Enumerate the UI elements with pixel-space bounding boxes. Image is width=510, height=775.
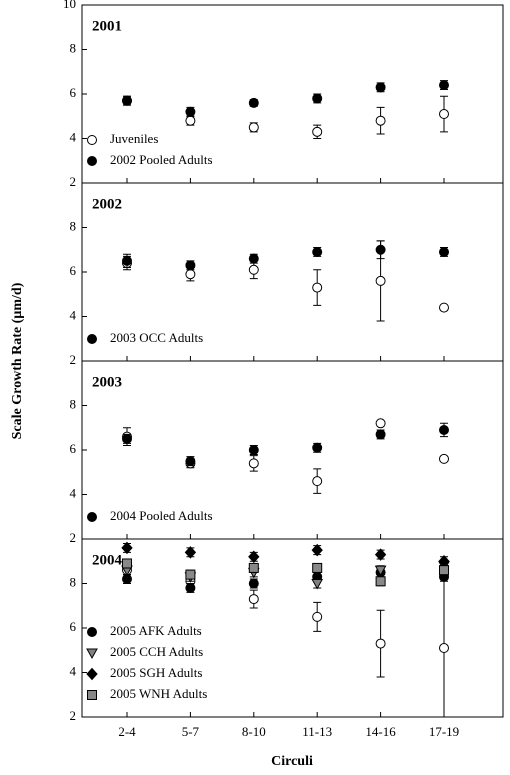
- marker: [185, 115, 196, 126]
- marker: [375, 275, 386, 286]
- x-tick-label: 8-10: [242, 724, 266, 739]
- marker: [185, 456, 196, 467]
- marker: [312, 442, 323, 453]
- y-tick-label: 4: [70, 307, 77, 322]
- y-tick-label: 6: [70, 441, 77, 456]
- marker: [439, 643, 449, 654]
- legend-marker: [87, 156, 97, 166]
- marker: [248, 550, 260, 564]
- marker: [248, 578, 259, 589]
- marker: [439, 246, 449, 257]
- marker: [248, 264, 259, 275]
- marker: [439, 302, 449, 313]
- y-tick-label: 4: [70, 485, 77, 500]
- marker: [311, 579, 324, 590]
- y-tick-label: 8: [70, 218, 77, 233]
- y-tick-label: 6: [70, 263, 77, 278]
- marker: [439, 80, 449, 91]
- y-tick-label: 2: [70, 708, 77, 723]
- legend-marker: [87, 334, 97, 344]
- marker: [248, 253, 259, 264]
- y-tick-label: 2: [70, 352, 77, 367]
- panel-title: 2002: [92, 196, 122, 212]
- legend-label: 2005 CCH Adults: [110, 644, 203, 659]
- marker: [185, 569, 196, 580]
- marker: [121, 541, 133, 555]
- legend-label: 2002 Pooled Adults: [110, 152, 213, 167]
- y-tick-label: 8: [70, 574, 77, 589]
- marker: [185, 260, 196, 271]
- marker: [374, 565, 387, 577]
- panel-title: 2004: [92, 552, 123, 568]
- marker: [312, 126, 323, 137]
- x-tick-label: 11-13: [302, 724, 332, 739]
- y-tick-label: 8: [70, 40, 77, 55]
- marker: [375, 244, 386, 255]
- legend-label: Juveniles: [110, 131, 158, 146]
- legend-label: 2005 WNH Adults: [110, 686, 207, 701]
- y-tick-label: 4: [70, 663, 77, 678]
- marker: [248, 122, 259, 133]
- marker: [122, 433, 132, 444]
- marker: [439, 424, 449, 435]
- legend-label: 2005 SGH Adults: [110, 665, 202, 680]
- marker: [375, 82, 386, 93]
- marker: [312, 562, 323, 573]
- marker: [375, 429, 386, 440]
- marker: [312, 246, 323, 257]
- marker: [185, 106, 196, 117]
- marker: [439, 453, 449, 464]
- marker: [375, 115, 386, 126]
- y-tick-label: 2: [70, 174, 77, 189]
- marker: [248, 562, 259, 573]
- legend-marker: [87, 690, 97, 700]
- legend-label: 2005 AFK Adults: [110, 623, 202, 638]
- panel-title: 2001: [92, 18, 122, 34]
- y-tick-label: 8: [70, 396, 77, 411]
- marker: [312, 611, 323, 622]
- marker: [185, 582, 196, 593]
- marker: [312, 93, 323, 104]
- y-tick-label: 10: [63, 0, 76, 11]
- x-axis-label: Circuli: [271, 754, 313, 769]
- x-tick-label: 2-4: [118, 724, 136, 739]
- marker: [439, 109, 449, 120]
- marker: [248, 458, 259, 469]
- legend-label: 2004 Pooled Adults: [110, 508, 213, 523]
- marker: [122, 95, 132, 106]
- legend-marker: [87, 512, 97, 522]
- y-axis-label: Scale Growth Rate (µm/d): [10, 282, 25, 439]
- x-tick-label: 5-7: [182, 724, 200, 739]
- legend-label: 2003 OCC Adults: [110, 330, 203, 345]
- marker: [248, 594, 259, 605]
- y-tick-label: 6: [70, 85, 77, 100]
- marker: [184, 546, 197, 559]
- marker: [122, 558, 132, 569]
- marker: [248, 445, 259, 455]
- marker: [375, 418, 386, 429]
- marker: [375, 638, 386, 649]
- marker: [375, 576, 386, 587]
- x-tick-label: 17-19: [429, 724, 459, 739]
- marker: [311, 543, 323, 557]
- marker: [312, 476, 323, 487]
- y-tick-label: 6: [70, 619, 77, 634]
- x-tick-label: 14-16: [365, 724, 396, 739]
- legend-marker: [86, 667, 98, 681]
- panel-title: 2003: [92, 374, 122, 390]
- y-tick-label: 4: [70, 129, 77, 144]
- legend-marker: [86, 648, 98, 660]
- legend-marker: [87, 627, 97, 637]
- marker: [439, 565, 449, 576]
- y-tick-label: 2: [70, 530, 77, 545]
- marker: [122, 255, 132, 266]
- marker: [312, 282, 323, 293]
- marker: [248, 97, 259, 108]
- marker: [374, 548, 387, 561]
- marker: [185, 269, 196, 280]
- legend-marker: [87, 135, 97, 145]
